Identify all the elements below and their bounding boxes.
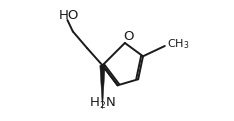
Polygon shape <box>100 65 105 109</box>
Text: CH$_3$: CH$_3$ <box>167 37 190 51</box>
Text: H$_2$N: H$_2$N <box>89 96 116 111</box>
Text: HO: HO <box>59 9 79 22</box>
Text: O: O <box>124 30 134 43</box>
